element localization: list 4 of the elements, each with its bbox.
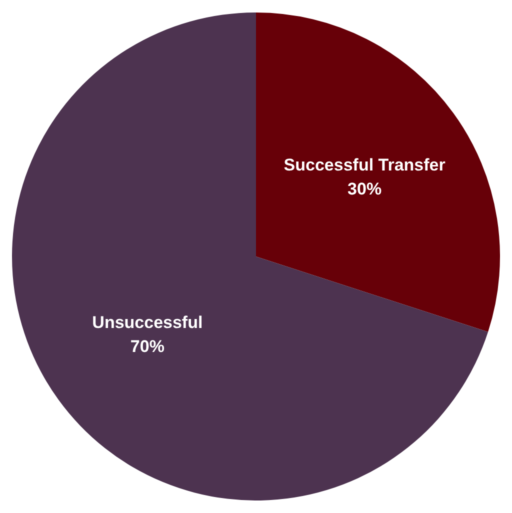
data-label: 70% xyxy=(130,337,164,356)
slice-label: Successful Transfer xyxy=(284,155,446,174)
slice-label: Unsuccessful xyxy=(92,313,203,332)
data-label: 30% xyxy=(348,179,382,198)
